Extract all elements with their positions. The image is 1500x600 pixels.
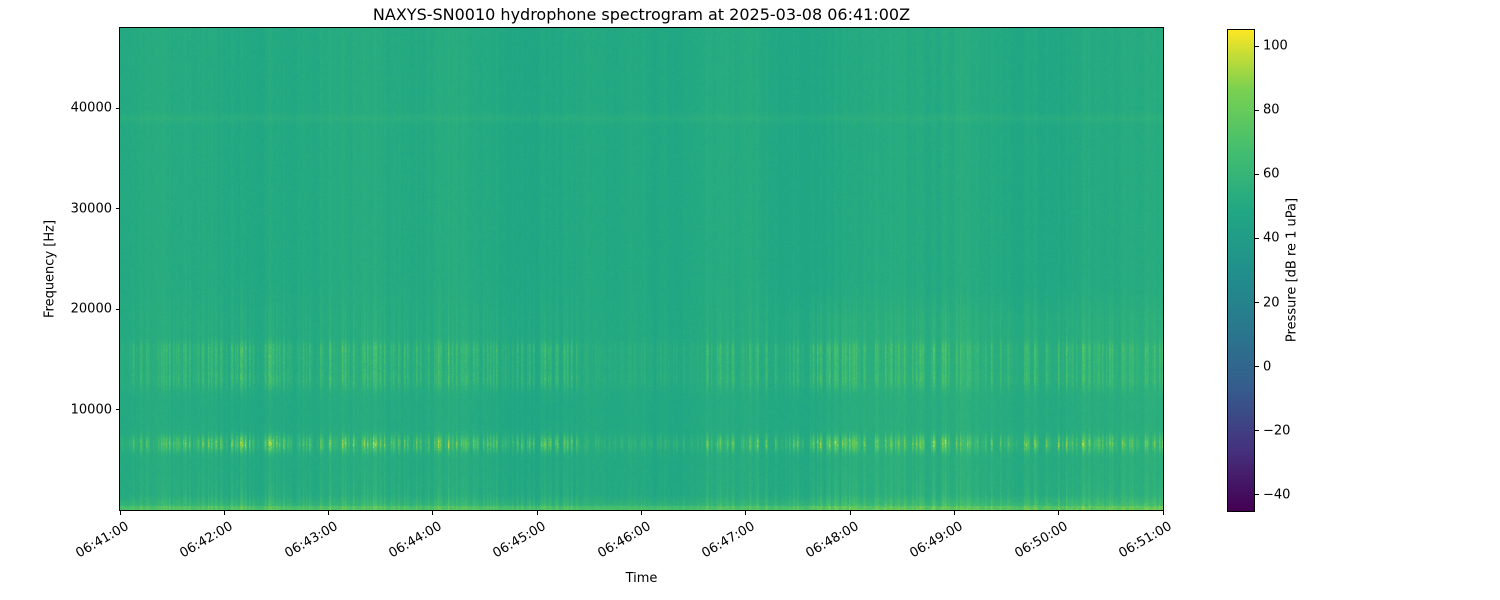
y-tick-mark — [115, 409, 120, 411]
x-tick-label: 06:41:00 — [73, 519, 132, 562]
chart-title: NAXYS-SN0010 hydrophone spectrogram at 2… — [372, 5, 911, 24]
x-tick-label: 06:51:00 — [1116, 519, 1175, 562]
colorbar-tick-mark — [1255, 237, 1259, 239]
y-tick-label: 10000 — [70, 402, 112, 418]
colorbar — [1227, 29, 1255, 512]
x-tick-mark — [1058, 511, 1060, 515]
x-tick-mark — [119, 511, 121, 515]
colorbar-tick-label: −40 — [1263, 487, 1291, 503]
colorbar-tick-label: 0 — [1263, 359, 1272, 375]
x-tick-label: 06:43:00 — [282, 519, 341, 562]
y-tick-mark — [115, 107, 120, 109]
y-axis-label: Frequency [Hz] — [42, 219, 58, 319]
colorbar-tick-label: 80 — [1263, 102, 1280, 118]
x-tick-label: 06:47:00 — [699, 519, 758, 562]
x-axis-label: Time — [625, 571, 658, 586]
spectrogram-heatmap — [120, 28, 1163, 510]
x-tick-mark — [953, 511, 955, 515]
colorbar-tick-mark — [1255, 109, 1259, 111]
colorbar-tick-mark — [1255, 45, 1259, 47]
y-tick-label: 40000 — [70, 100, 112, 116]
x-tick-label: 06:44:00 — [386, 519, 445, 562]
colorbar-tick-label: 40 — [1263, 230, 1280, 246]
x-tick-mark — [849, 511, 851, 515]
plot-area — [119, 27, 1164, 511]
y-tick-mark — [115, 208, 120, 210]
x-tick-label: 06:48:00 — [803, 519, 862, 562]
x-tick-label: 06:45:00 — [490, 519, 549, 562]
colorbar-gradient — [1228, 30, 1254, 511]
colorbar-tick-mark — [1255, 302, 1259, 304]
colorbar-tick-label: −20 — [1263, 423, 1291, 439]
colorbar-tick-mark — [1255, 173, 1259, 175]
x-tick-label: 06:42:00 — [177, 519, 236, 562]
x-tick-mark — [328, 511, 330, 515]
colorbar-tick-mark — [1255, 366, 1259, 368]
colorbar-tick-label: 20 — [1263, 295, 1280, 311]
y-tick-label: 20000 — [70, 301, 112, 317]
x-tick-mark — [1162, 511, 1164, 515]
x-tick-mark — [432, 511, 434, 515]
x-tick-label: 06:50:00 — [1012, 519, 1071, 562]
x-tick-mark — [536, 511, 538, 515]
colorbar-tick-mark — [1255, 494, 1259, 496]
colorbar-tick-label: 100 — [1263, 38, 1288, 54]
x-tick-mark — [223, 511, 225, 515]
y-tick-label: 30000 — [70, 201, 112, 217]
colorbar-tick-label: 60 — [1263, 166, 1280, 182]
x-tick-label: 06:49:00 — [907, 519, 966, 562]
x-tick-mark — [745, 511, 747, 515]
colorbar-label: Pressure [dB re 1 uPa] — [1284, 197, 1300, 343]
x-tick-mark — [641, 511, 642, 515]
x-tick-label: 06:46:00 — [594, 519, 653, 562]
y-tick-mark — [115, 308, 120, 310]
colorbar-tick-mark — [1255, 430, 1259, 432]
